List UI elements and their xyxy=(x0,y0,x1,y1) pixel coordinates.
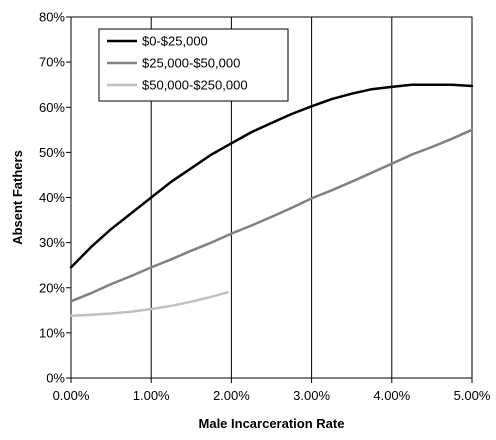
y-tick-label: 40% xyxy=(39,190,65,205)
y-tick-label: 20% xyxy=(39,280,65,295)
x-tick-label: 0.00% xyxy=(53,388,90,403)
x-tick-label: 5.00% xyxy=(454,388,491,403)
x-axis-title: Male Incarceration Rate xyxy=(199,416,345,431)
x-tick-label: 3.00% xyxy=(293,388,330,403)
y-axis-title: Absent Fathers xyxy=(10,150,25,245)
y-tick-label: 30% xyxy=(39,235,65,250)
y-tick-label: 10% xyxy=(39,325,65,340)
axis-ticks xyxy=(66,16,473,383)
x-axis-tick-labels: 0.00% 1.00% 2.00% 3.00% 4.00% 5.00% xyxy=(53,388,491,403)
y-tick-label: 80% xyxy=(39,10,65,25)
series-line-2 xyxy=(69,128,474,303)
series-line-3 xyxy=(69,291,229,317)
legend-label-2: $25,000-$50,000 xyxy=(142,56,240,71)
y-tick-label: 60% xyxy=(39,100,65,115)
series-layer xyxy=(69,83,474,317)
legend-label-3: $50,000-$250,000 xyxy=(142,78,248,93)
legend: $0-$25,000 $25,000-$50,000 $50,000-$250,00… xyxy=(98,28,289,102)
x-tick-label: 2.00% xyxy=(213,388,250,403)
x-tick-label: 4.00% xyxy=(373,388,410,403)
y-tick-label: 0% xyxy=(46,371,65,386)
x-tick-label: 1.00% xyxy=(133,388,170,403)
y-axis-tick-labels: 0% 10% 20% 30% 40% 50% 60% 70% 80% xyxy=(39,10,65,386)
series-line-1 xyxy=(69,83,474,269)
legend-label-1: $0-$25,000 xyxy=(142,34,208,49)
y-tick-label: 70% xyxy=(39,55,65,70)
y-tick-label: 50% xyxy=(39,145,65,160)
